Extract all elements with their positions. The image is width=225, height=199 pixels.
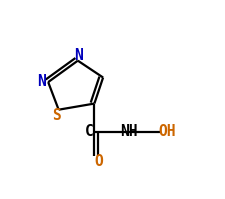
Text: S: S — [52, 108, 61, 123]
Text: NH: NH — [121, 124, 138, 139]
Text: OH: OH — [158, 124, 176, 139]
Text: N: N — [74, 48, 83, 63]
Text: N: N — [37, 74, 46, 89]
Text: C: C — [85, 124, 94, 139]
Text: O: O — [94, 154, 103, 169]
